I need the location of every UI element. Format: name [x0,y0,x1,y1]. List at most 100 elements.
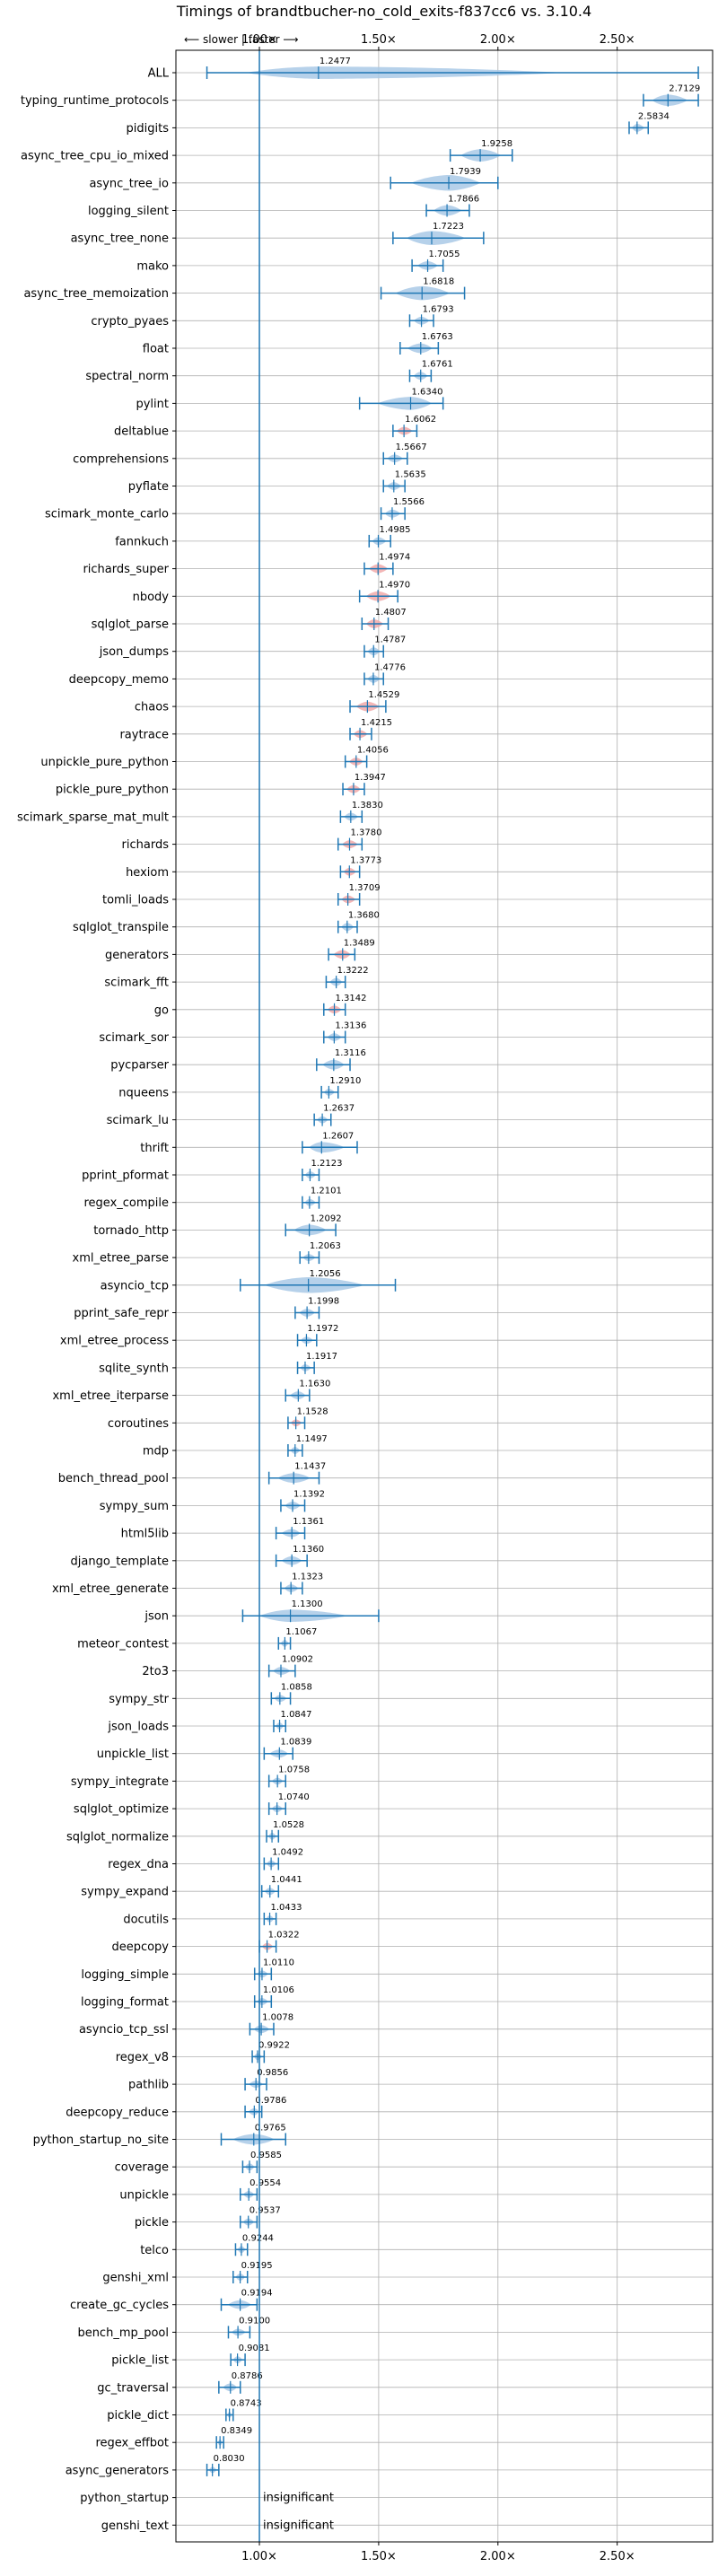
mean-label: 1.2123 [311,1159,342,1169]
x-tick-label-top: 2.50× [600,33,635,47]
mean-label: 1.6761 [422,360,453,370]
benchmark-label: asyncio_tcp [101,1279,169,1292]
benchmark-label: sqlite_synth [99,1362,169,1375]
benchmark-label: gc_traversal [97,2381,169,2395]
benchmark-label: mako [136,259,169,273]
mean-label: 1.1497 [296,1434,328,1444]
benchmark-label: python_startup [80,2492,169,2505]
benchmark-label: sympy_expand [81,1886,169,1899]
mean-label: 1.7939 [450,167,481,177]
mean-label: 0.9081 [239,2344,270,2353]
benchmark-label: unpickle [119,2188,169,2202]
mean-label: 1.1361 [293,1517,324,1527]
insignificant-label: insignificant [263,2519,334,2532]
mean-label: 1.4215 [361,718,392,728]
mean-label: 1.2910 [329,1076,361,1086]
benchmark-label: python_startup_no_site [33,2134,169,2147]
benchmark-label: sympy_sum [100,1500,169,1513]
benchmark-label: pyflate [128,480,169,494]
benchmark-label: regex_v8 [116,2051,169,2064]
mean-label: 1.4970 [379,580,410,590]
mean-label: 1.5566 [393,497,425,507]
benchmark-label: deepcopy_memo [69,673,169,687]
benchmark-label: crypto_pyaes [91,315,169,329]
mean-label: 1.0078 [262,2013,293,2023]
benchmark-label: 2to3 [142,1665,169,1678]
mean-label: 1.4529 [368,690,399,700]
mean-label: 1.1528 [297,1406,328,1416]
x-tick-label-bottom: 2.00× [480,2550,516,2563]
benchmark-label: json_loads [107,1721,169,1734]
benchmark-label: async_tree_memoization [23,287,169,301]
mean-label: 1.1323 [292,1573,323,1582]
y-axis-labels: ALL typing_runtime_protocols pidigits async… [17,67,170,2533]
benchmark-label: mdp [143,1445,169,1459]
insignificant-label: insignificant [263,2492,334,2505]
mean-label: 0.9585 [250,2151,282,2160]
benchmark-label: thrift [140,1142,169,1155]
x-tick-label-bottom: 2.50× [600,2550,635,2563]
benchmark-label: deepcopy_reduce [66,2106,169,2119]
mean-label: 1.0441 [271,1875,302,1885]
chart-title: Timings of brandtbucher-no_cold_exits-f8… [176,3,591,21]
benchmark-label: generators [105,949,169,962]
mean-label: 1.2607 [322,1131,354,1141]
benchmark-label: async_tree_cpu_io_mixed [21,150,169,163]
mean-label: 0.9100 [239,2316,270,2326]
mean-label: 1.4974 [379,553,410,563]
benchmark-label: bench_mp_pool [77,2326,169,2340]
mean-label: 0.8349 [221,2426,252,2436]
benchmark-label: html5lib [121,1528,169,1541]
benchmark-label: pidigits [127,122,170,136]
benchmark-label: scimark_fft [104,977,169,990]
benchmark-label: pycparser [110,1059,169,1073]
x-tick-label-top: 1.00× [241,33,277,47]
mean-label: 0.9194 [241,2289,273,2299]
benchmark-label: docutils [123,1913,169,1926]
mean-label: 1.3136 [335,1021,366,1031]
benchmark-label: scimark_monte_carlo [45,508,169,521]
benchmark-label: django_template [71,1555,169,1568]
benchmark-label: sympy_integrate [71,1775,169,1789]
mean-label: 1.2637 [323,1104,355,1114]
mean-label: 1.4776 [374,662,406,672]
mean-label: 1.3947 [355,773,386,783]
mean-label: 1.1067 [285,1627,317,1637]
mean-label: 1.1998 [308,1297,339,1307]
benchmark-label: spectral_norm [85,370,169,383]
benchmark-label: float [143,343,169,356]
benchmark-label: sympy_str [109,1693,169,1706]
mean-label: 1.2101 [311,1187,342,1196]
benchmark-label: pprint_pformat [82,1170,169,1183]
mean-label: 1.1300 [292,1599,323,1609]
benchmark-label: pickle_pure_python [56,784,169,797]
mean-label: 0.9244 [242,2233,274,2243]
benchmark-label: genshi_text [101,2519,169,2533]
mean-label: 1.6340 [412,387,443,397]
mean-label: 1.0902 [282,1655,313,1665]
benchmark-label: unpickle_list [97,1748,169,1761]
benchmark-label: sqlglot_normalize [66,1830,169,1844]
mean-label: 1.7223 [433,222,464,232]
benchmark-label: nqueens [118,1086,169,1100]
mean-label: 1.3780 [350,828,381,838]
mean-label: 0.9537 [250,2206,281,2216]
x-tick-label-bottom: 1.00× [241,2550,277,2563]
mean-label: 1.4985 [380,525,411,535]
mean-label: 1.3773 [350,855,381,865]
benchmark-label: fannkuch [115,535,169,548]
benchmark-label: pathlib [128,2079,169,2092]
mean-label: 1.1437 [294,1462,326,1472]
mean-label: 1.2063 [310,1241,341,1251]
benchmark-label: sqlglot_optimize [74,1803,169,1817]
benchmark-label: pylint [136,398,169,411]
benchmark-label: pickle_dict [107,2409,169,2423]
benchmark-label: scimark_sparse_mat_mult [17,810,169,824]
benchmark-label: tornado_http [93,1224,169,1238]
benchmark-label: scimark_lu [107,1114,169,1127]
benchmark-label: sqlglot_parse [92,618,169,632]
direction-label: ⟵ slower | faster ⟶ [184,33,299,46]
violin-marks: 1.2477 2.7129 2.5834 1.9258 1.7939 1.7866 1.72… [206,50,700,2542]
mean-label: 1.1972 [307,1324,338,1334]
mean-label: 1.3830 [352,801,383,810]
